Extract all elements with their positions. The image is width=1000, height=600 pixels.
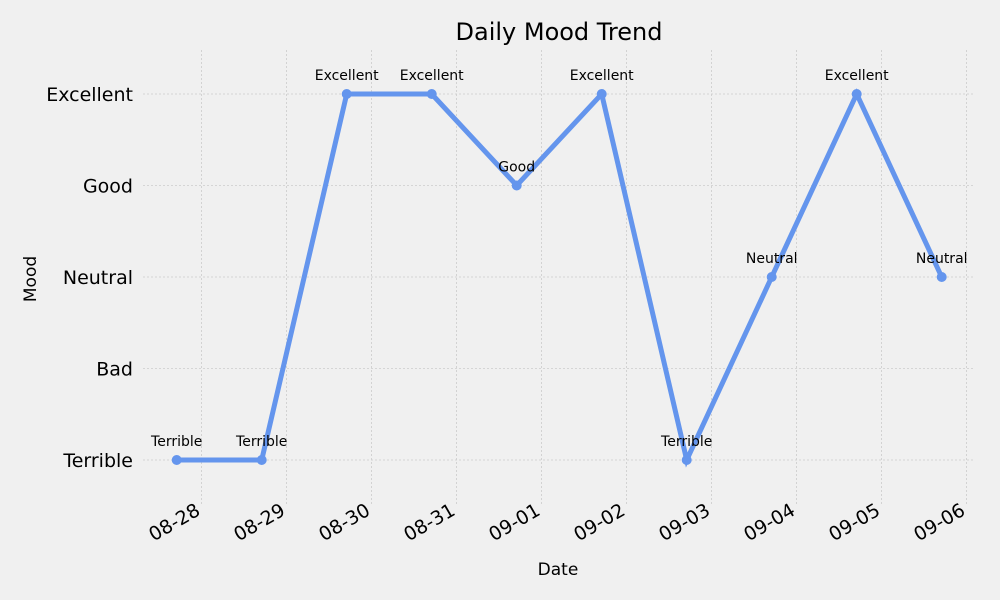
y-axis-ticks: Terrible Bad Neutral Good Excellent bbox=[46, 84, 133, 472]
data-label: Terrible bbox=[660, 434, 712, 450]
data-point bbox=[766, 272, 777, 282]
data-label: Excellent bbox=[570, 68, 634, 84]
data-point bbox=[681, 455, 692, 465]
grid bbox=[143, 50, 975, 505]
data-label: Terrible bbox=[235, 434, 287, 450]
mood-line bbox=[176, 88, 944, 468]
x-tick-label: 09-01 bbox=[485, 499, 544, 546]
data-point bbox=[341, 89, 352, 99]
chart-title: Daily Mood Trend bbox=[456, 18, 663, 46]
x-tick-label: 08-31 bbox=[400, 499, 459, 546]
x-axis-ticks: 08-28 08-29 08-30 08-31 09-01 09-02 09-03 09-04… bbox=[145, 499, 969, 546]
data-label: Excellent bbox=[400, 68, 464, 84]
x-tick-label: 08-29 bbox=[230, 499, 289, 546]
data-point bbox=[511, 180, 522, 191]
x-tick-label: 09-04 bbox=[740, 499, 799, 546]
x-tick-label: 08-28 bbox=[145, 499, 204, 546]
data-label: Excellent bbox=[825, 68, 889, 84]
mood-series bbox=[171, 88, 947, 468]
data-labels: Terrible Terrible Excellent Excellent Good Ex… bbox=[150, 68, 968, 450]
data-point bbox=[256, 455, 267, 465]
data-label: Good bbox=[498, 160, 535, 176]
data-point bbox=[851, 89, 862, 99]
x-tick-label: 09-03 bbox=[655, 499, 714, 546]
data-point bbox=[426, 89, 437, 99]
x-tick-label: 09-06 bbox=[910, 499, 969, 546]
x-tick-label: 09-02 bbox=[570, 499, 629, 546]
data-point bbox=[171, 455, 182, 465]
data-label: Neutral bbox=[746, 251, 798, 267]
y-tick-label: Neutral bbox=[63, 267, 133, 289]
data-point bbox=[936, 272, 947, 282]
x-tick-label: 08-30 bbox=[315, 499, 374, 546]
data-label: Terrible bbox=[150, 434, 202, 450]
y-tick-label: Excellent bbox=[46, 84, 133, 106]
x-axis-label: Date bbox=[538, 560, 579, 580]
x-tick-label: 09-05 bbox=[825, 499, 884, 546]
y-tick-label: Bad bbox=[96, 359, 133, 381]
y-tick-label: Good bbox=[83, 176, 133, 198]
data-label: Excellent bbox=[315, 68, 379, 84]
data-label: Neutral bbox=[916, 251, 968, 267]
y-tick-label: Terrible bbox=[62, 450, 133, 472]
y-axis-label: Mood bbox=[21, 256, 41, 302]
data-point bbox=[596, 89, 607, 99]
